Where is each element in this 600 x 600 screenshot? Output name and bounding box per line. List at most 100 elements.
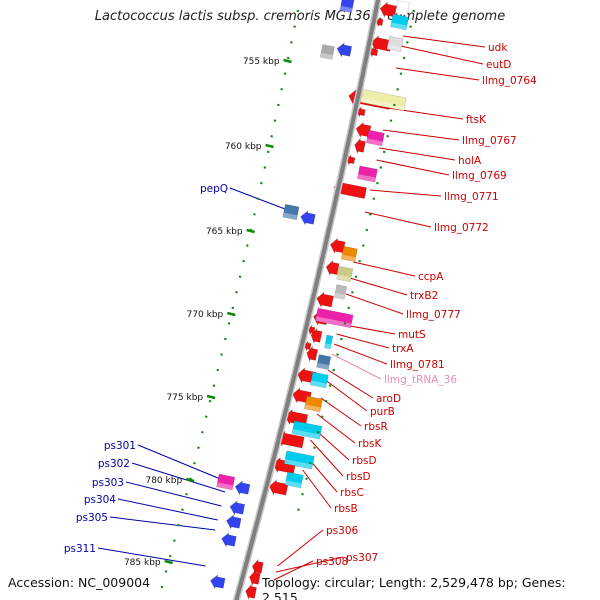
gene-label: llmg_0781 — [390, 359, 445, 371]
forward-cds-arrow — [379, 1, 398, 18]
label-leader-line — [353, 261, 416, 277]
gene-label: aroD — [376, 393, 401, 405]
gene-label: llmg_0771 — [444, 191, 499, 203]
forward-cds-arrow — [316, 291, 334, 308]
label-leader-line — [349, 277, 408, 296]
cog-category-box — [365, 129, 385, 147]
label-leader-line — [273, 560, 314, 581]
kbp-tick-label: 755 kbp — [243, 57, 280, 67]
gene-label: llmg_0764 — [482, 75, 537, 87]
label-leader-lines — [97, 35, 486, 581]
cog-category-box — [386, 35, 404, 53]
kbp-tick-label: 770 kbp — [187, 310, 224, 320]
kbp-tick — [226, 311, 236, 317]
label-leader-line — [376, 159, 450, 176]
label-leader-line — [109, 516, 216, 531]
kbp-tick-label: 765 kbp — [206, 227, 243, 237]
gene-label: llmg_0777 — [406, 309, 461, 321]
cog-category-box — [284, 471, 304, 489]
reverse-gene-label: ps302 — [98, 458, 130, 470]
label-leader-line — [117, 498, 218, 521]
cog-category-box — [303, 395, 323, 413]
cog-category-box — [333, 284, 348, 300]
gene-label: ccpA — [418, 271, 444, 283]
label-leader-line — [320, 397, 362, 427]
gene-label: mutS — [398, 329, 426, 341]
label-leader-line — [316, 413, 356, 444]
label-leader-line — [369, 189, 442, 197]
label-leader-line — [400, 45, 484, 65]
feature-marker — [308, 324, 316, 335]
kbp-tick-label: 760 kbp — [225, 142, 262, 152]
label-leader-line — [364, 211, 432, 228]
reverse-gene-label: ps301 — [104, 440, 136, 452]
forward-cds-arrow — [325, 259, 340, 277]
forward-cds-arrow — [245, 583, 257, 600]
gene-label: rbsB — [334, 503, 358, 515]
reverse-cds-arrow — [210, 574, 226, 590]
gene-label: ftsK — [466, 114, 487, 126]
gene-features — [210, 0, 410, 600]
kbp-tick-label: 775 kbp — [166, 393, 203, 403]
gene-label: rbsD — [346, 471, 371, 483]
feature-marker — [304, 340, 312, 351]
gene-label: llmg_tRNA_36 — [384, 374, 457, 386]
gene-label: udk — [488, 42, 508, 54]
kbp-tick — [164, 559, 173, 565]
cog-category-box — [340, 245, 358, 263]
label-leader-line — [275, 556, 344, 573]
cog-category-box — [339, 0, 355, 13]
gene-label: llmg_0767 — [462, 135, 517, 147]
position-ticks: 755 kbp 760 kbp 765 kbp 770 kbp 775 kbp 780 k… — [124, 9, 416, 591]
gene-label: rbsK — [358, 438, 382, 450]
reverse-cds-arrow — [234, 480, 251, 496]
kbp-tick-label: 780 kbp — [145, 476, 182, 486]
gene-label: holA — [458, 155, 482, 167]
reverse-cds-arrow — [226, 514, 242, 530]
forward-cds-arrow — [355, 121, 372, 139]
label-leader-line — [379, 147, 456, 161]
feature-marker — [376, 16, 384, 27]
label-leader-line — [396, 67, 480, 81]
reverse-cds-arrow — [229, 500, 246, 516]
forward-cds-arrow — [252, 558, 264, 576]
label-leader-line — [382, 129, 460, 141]
cog-category-box — [390, 13, 410, 31]
gene-label: purB — [370, 406, 395, 418]
label-leader-line — [331, 353, 382, 380]
label-leader-line — [229, 187, 294, 213]
cog-category-box — [319, 44, 335, 60]
reverse-gene-label: ps303 — [92, 477, 124, 489]
feature-marker — [369, 46, 379, 58]
cog-category-box — [291, 420, 323, 440]
kbp-tick — [246, 228, 255, 234]
gene-label: rbsC — [340, 487, 364, 499]
label-leader-line — [325, 379, 368, 412]
topology-text: Topology: circular; Length: 2,529,478 bp… — [262, 575, 566, 600]
gene-label: llmg_0772 — [434, 222, 489, 234]
label-leader-line — [137, 444, 228, 483]
cog-category-box — [315, 307, 354, 329]
label-leader-line — [402, 35, 486, 48]
label-leader-line — [97, 547, 206, 567]
label-leader-line — [333, 343, 388, 365]
label-leader-line — [125, 481, 222, 507]
gene-label: eutD — [486, 59, 511, 71]
gene-label: llmg_0769 — [452, 170, 507, 182]
reverse-cds-arrow — [221, 532, 237, 548]
cog-category-box — [356, 165, 378, 183]
kbp-tick — [283, 58, 292, 64]
cog-category-box — [283, 450, 315, 470]
feature-marker — [356, 106, 366, 118]
outer-ruler-dots — [160, 9, 300, 591]
cog-category-box — [216, 473, 236, 491]
reverse-gene-label: pepQ — [200, 183, 228, 195]
label-leader-line — [310, 439, 344, 477]
kbp-tick-label: 785 kbp — [124, 558, 161, 568]
gene-label: rbsR — [364, 421, 388, 433]
feature-labels: udk eutD llmg_0764 ftsK llmg_0767 holA llmg_07… — [64, 42, 537, 568]
cog-category-box — [282, 203, 300, 221]
reverse-gene-label: ps305 — [76, 512, 108, 524]
cog-category-box — [324, 334, 334, 350]
